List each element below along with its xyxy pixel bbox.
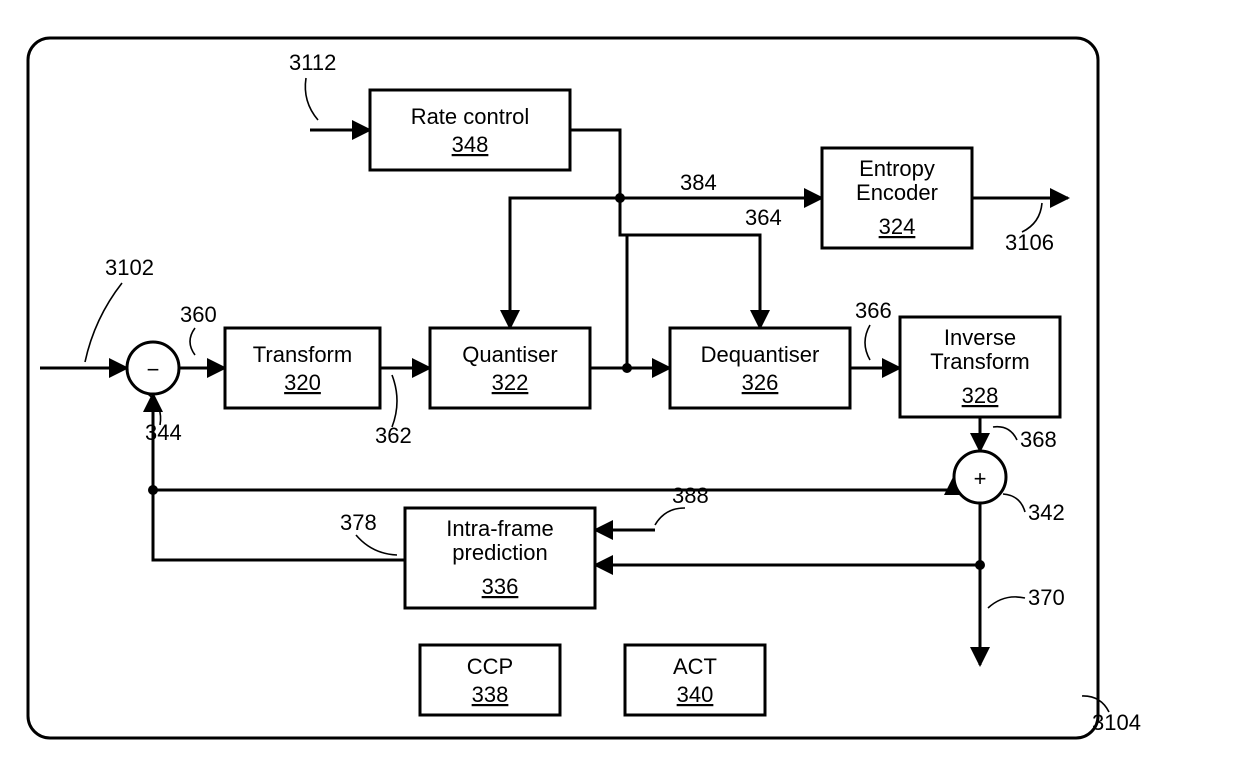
ref-label: 3106 (1005, 230, 1054, 255)
block-label: Transform (930, 349, 1029, 374)
block-label: Intra-frame (446, 516, 554, 541)
trans-block: Transform 320 (225, 328, 380, 408)
block-label: Rate control (411, 104, 530, 129)
ref-label: 378 (340, 510, 377, 535)
ent-block: EntropyEncoder 324 (822, 148, 972, 248)
ref-label: 366 (855, 298, 892, 323)
block-label: CCP (467, 654, 513, 679)
block-ref: 326 (742, 370, 779, 395)
rate-block: Rate control 348 (370, 90, 570, 170)
act-block: ACT 340 (625, 645, 765, 715)
adder-node: + (954, 451, 1006, 503)
ref-label: 3112 (289, 50, 336, 75)
ref-label: 384 (680, 170, 717, 195)
ref-label: 370 (1028, 585, 1065, 610)
block-label: Entropy (859, 156, 935, 181)
block-label: Encoder (856, 180, 938, 205)
ccp-block: CCP 338 (420, 645, 560, 715)
block-label: prediction (452, 540, 547, 565)
block-label: Transform (253, 342, 352, 367)
block-label: ACT (673, 654, 717, 679)
block-ref: 322 (492, 370, 529, 395)
ref-label: 362 (375, 423, 412, 448)
ref-label: 364 (745, 205, 782, 230)
block-label: Dequantiser (701, 342, 820, 367)
quant-block: Quantiser 322 (430, 328, 590, 408)
svg-text:+: + (974, 466, 987, 491)
svg-text:−: − (147, 357, 160, 382)
block-label: Quantiser (462, 342, 557, 367)
ref-label: 368 (1020, 427, 1057, 452)
subtractor-node: − (127, 342, 179, 394)
encoder-block-diagram: Rate control 348 EntropyEncoder 324 Transfor… (0, 0, 1240, 763)
ref-label: 3102 (105, 255, 154, 280)
intra-block: Intra-frameprediction 336 (405, 508, 595, 608)
block-ref: 328 (962, 383, 999, 408)
block-ref: 338 (472, 682, 509, 707)
ref-label: 3104 (1092, 710, 1141, 735)
block-ref: 320 (284, 370, 321, 395)
block-ref: 336 (482, 574, 519, 599)
ref-label: 342 (1028, 500, 1065, 525)
block-label: Inverse (944, 325, 1016, 350)
inv-block: InverseTransform 328 (900, 317, 1060, 417)
block-ref: 324 (879, 214, 916, 239)
block-ref: 348 (452, 132, 489, 157)
ref-label: 388 (672, 483, 709, 508)
ref-label: 344 (145, 420, 182, 445)
ref-label: 360 (180, 302, 217, 327)
dequ-block: Dequantiser 326 (670, 328, 850, 408)
block-ref: 340 (677, 682, 714, 707)
